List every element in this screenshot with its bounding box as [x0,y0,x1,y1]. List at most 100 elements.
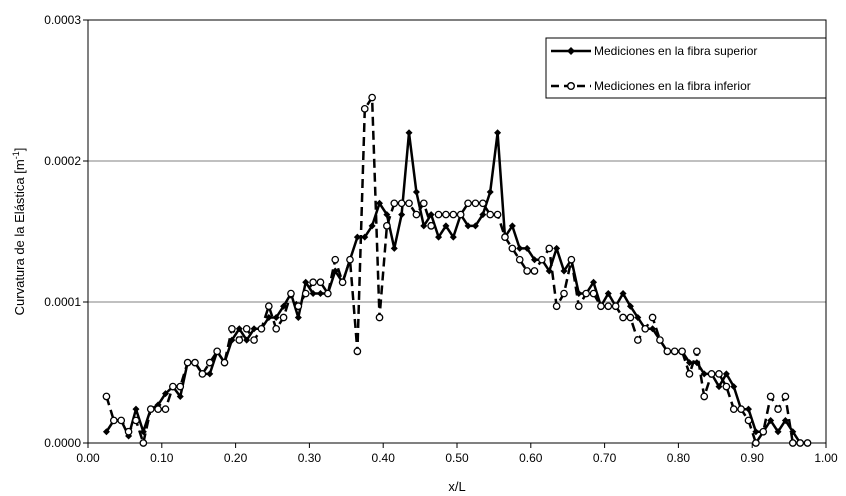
data-point [257,324,266,333]
data-point [301,289,310,298]
data-point [250,336,258,344]
data-point [766,392,775,401]
data-point [685,370,694,378]
data-point [294,314,302,322]
y-tick-label: 0.0003 [44,13,81,27]
data-point [287,289,295,298]
data-point [279,313,288,322]
data-point [715,383,723,391]
data-point [264,302,273,311]
x-tick-label: 1.00 [814,451,838,465]
data-point [523,267,531,275]
x-tick-label: 0.40 [372,451,396,465]
data-point [692,347,701,356]
data-point [456,210,465,219]
data-point [589,289,598,298]
series-line [105,96,808,445]
data-point [302,278,310,286]
data-point [745,405,753,413]
y-tick-label: 0.0002 [44,154,81,168]
data-point [523,244,531,252]
data-point [272,324,281,333]
legend: Mediciones en la fibra superior Medicion… [545,37,827,99]
data-point [361,233,369,241]
data-point [435,233,443,241]
data-point [309,290,317,298]
legend-label-inferior: Mediciones en la fibra inferior [594,79,751,93]
data-point [323,289,332,298]
data-point [634,314,642,322]
data-point [146,405,155,414]
data-point [220,358,229,367]
data-point [574,302,583,311]
x-tick-label: 0.60 [519,451,543,465]
x-tick-label: 0.80 [667,451,691,465]
data-point [376,199,384,207]
data-point [161,405,170,414]
data-point [265,314,273,322]
data-point [124,427,133,436]
y-axis-ticks: 0.0000 0.0001 0.0002 0.0003 [44,13,88,450]
y-axis-unit-exponent: -1 [11,151,21,159]
data-point [243,336,251,344]
y-axis-unit-base: m [12,159,27,170]
data-point [169,382,177,391]
series-layer [102,93,812,447]
data-point [316,278,325,287]
data-point [272,314,280,322]
x-axis-label: x/L [448,479,465,494]
data-point [191,358,199,367]
data-point [545,244,554,253]
data-point [604,290,612,298]
data-point [744,416,753,425]
data-point [752,428,760,436]
data-point [729,405,738,414]
data-point [360,104,369,113]
x-tick-label: 0.00 [76,451,100,465]
data-point [449,210,458,219]
data-point [722,370,730,378]
data-point [161,390,169,398]
data-point [648,313,657,322]
data-point [478,199,487,208]
data-point [486,188,494,196]
data-point [700,370,708,378]
data-point [346,255,354,264]
data-point [464,199,472,208]
data-point [633,336,642,344]
data-point [670,347,679,356]
data-point [656,336,664,344]
data-point [412,188,420,196]
data-point [530,267,539,275]
data-point [449,233,457,241]
y-axis-label: Curvatura de la Elástica [m-1] [11,148,27,316]
series-inferior [102,93,812,447]
data-point [552,302,561,311]
data-point [752,439,760,447]
data-point [515,255,524,264]
data-point [538,255,546,264]
data-point [471,199,480,208]
data-point [109,416,118,425]
data-point [567,255,576,264]
data-point [206,370,214,378]
data-point [132,405,140,413]
data-point [228,324,236,333]
data-point [560,267,568,275]
data-point [803,439,812,447]
y-axis-label-text: Curvatura de la Elástica [12,177,27,316]
data-point [685,359,693,367]
data-point [331,255,340,264]
data-point [309,278,317,287]
data-point [626,313,635,322]
data-point [427,211,435,219]
data-point [619,290,627,298]
data-point [368,93,376,102]
data-point [796,439,805,447]
data-point [730,383,738,391]
data-point [368,222,376,230]
data-point [176,392,184,400]
data-point [560,289,568,298]
data-point [582,289,591,298]
data-point [707,370,716,378]
